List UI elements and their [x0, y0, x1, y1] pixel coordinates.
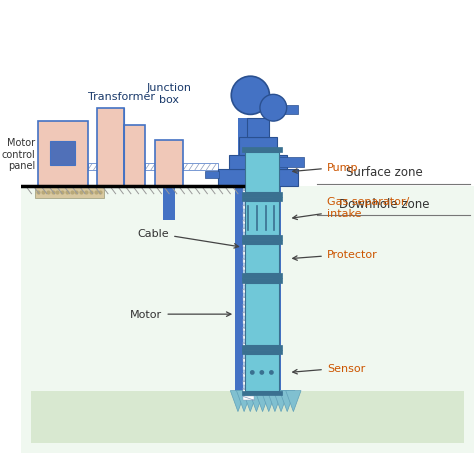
Bar	[243, 374, 254, 377]
Text: Junction
box: Junction box	[146, 83, 191, 105]
Polygon shape	[267, 391, 283, 412]
Polygon shape	[286, 391, 301, 412]
Bar	[243, 183, 254, 187]
Bar	[242, 148, 282, 152]
Circle shape	[259, 370, 264, 375]
Polygon shape	[280, 391, 295, 412]
Bar	[243, 168, 254, 171]
Bar	[243, 343, 254, 347]
Bar	[235, 168, 243, 400]
Bar	[21, 187, 474, 453]
Bar	[245, 355, 279, 391]
Bar	[243, 168, 273, 400]
Bar	[243, 175, 254, 179]
Bar	[36, 186, 104, 198]
Bar	[242, 274, 282, 278]
Bar	[243, 221, 254, 225]
Bar	[242, 197, 282, 202]
Text: Sensor: Sensor	[293, 363, 365, 374]
Bar	[183, 164, 218, 170]
Bar	[243, 313, 254, 316]
Bar	[243, 350, 254, 355]
Bar	[98, 108, 124, 187]
Bar	[273, 168, 281, 400]
Bar	[243, 335, 254, 339]
Text: Motor
control
panel: Motor control panel	[1, 138, 36, 171]
Polygon shape	[273, 391, 289, 412]
Bar	[243, 366, 254, 370]
Bar	[38, 122, 88, 187]
Bar	[243, 396, 254, 400]
Bar	[243, 229, 254, 232]
Text: Protector: Protector	[293, 250, 378, 261]
Bar	[243, 389, 254, 393]
Bar	[243, 259, 254, 263]
Bar	[218, 169, 298, 187]
Text: Gas separator/
intake: Gas separator/ intake	[293, 197, 409, 220]
Text: Motor: Motor	[130, 309, 231, 319]
Bar	[243, 305, 254, 309]
Bar	[50, 142, 74, 166]
Bar	[243, 282, 254, 286]
Text: Surface zone: Surface zone	[346, 166, 422, 179]
Bar	[277, 158, 304, 168]
Bar	[243, 328, 254, 332]
Bar	[205, 171, 219, 179]
Text: Downhole zone: Downhole zone	[339, 197, 429, 210]
Bar	[245, 202, 279, 235]
Text: Transformer: Transformer	[88, 92, 155, 102]
Bar	[243, 275, 254, 278]
Bar	[242, 235, 282, 240]
Bar	[239, 138, 277, 155]
Bar	[242, 278, 282, 283]
Bar	[242, 350, 282, 355]
Bar	[246, 119, 270, 138]
Bar	[242, 391, 282, 395]
Circle shape	[250, 370, 255, 375]
Bar	[124, 125, 145, 187]
Bar	[242, 345, 282, 350]
Bar	[243, 190, 254, 194]
Bar	[270, 106, 298, 115]
Bar	[243, 198, 254, 202]
Bar	[245, 245, 279, 274]
Polygon shape	[261, 391, 276, 412]
Bar	[155, 141, 183, 187]
Circle shape	[260, 95, 287, 122]
Bar	[243, 267, 254, 270]
Bar	[243, 251, 254, 255]
Bar	[243, 236, 254, 240]
Bar	[243, 320, 254, 324]
Polygon shape	[237, 391, 252, 412]
Circle shape	[269, 370, 274, 375]
Bar	[243, 244, 254, 248]
Bar	[243, 297, 254, 301]
Bar	[30, 391, 465, 443]
Polygon shape	[230, 391, 246, 412]
Bar	[238, 119, 253, 155]
Polygon shape	[243, 391, 258, 412]
Polygon shape	[255, 391, 270, 412]
Polygon shape	[249, 391, 264, 412]
Bar	[145, 164, 155, 170]
Bar	[243, 206, 254, 210]
Bar	[229, 155, 287, 169]
Bar	[245, 283, 279, 345]
Text: Pump: Pump	[293, 163, 358, 174]
Bar	[243, 381, 254, 385]
Bar	[164, 186, 175, 220]
Bar	[243, 358, 254, 362]
Bar	[88, 164, 98, 170]
Bar	[242, 240, 282, 245]
Circle shape	[231, 77, 270, 115]
Text: Cable: Cable	[137, 228, 238, 249]
Bar	[245, 152, 279, 193]
Bar	[242, 193, 282, 197]
Bar	[243, 213, 254, 217]
Bar	[243, 290, 254, 294]
